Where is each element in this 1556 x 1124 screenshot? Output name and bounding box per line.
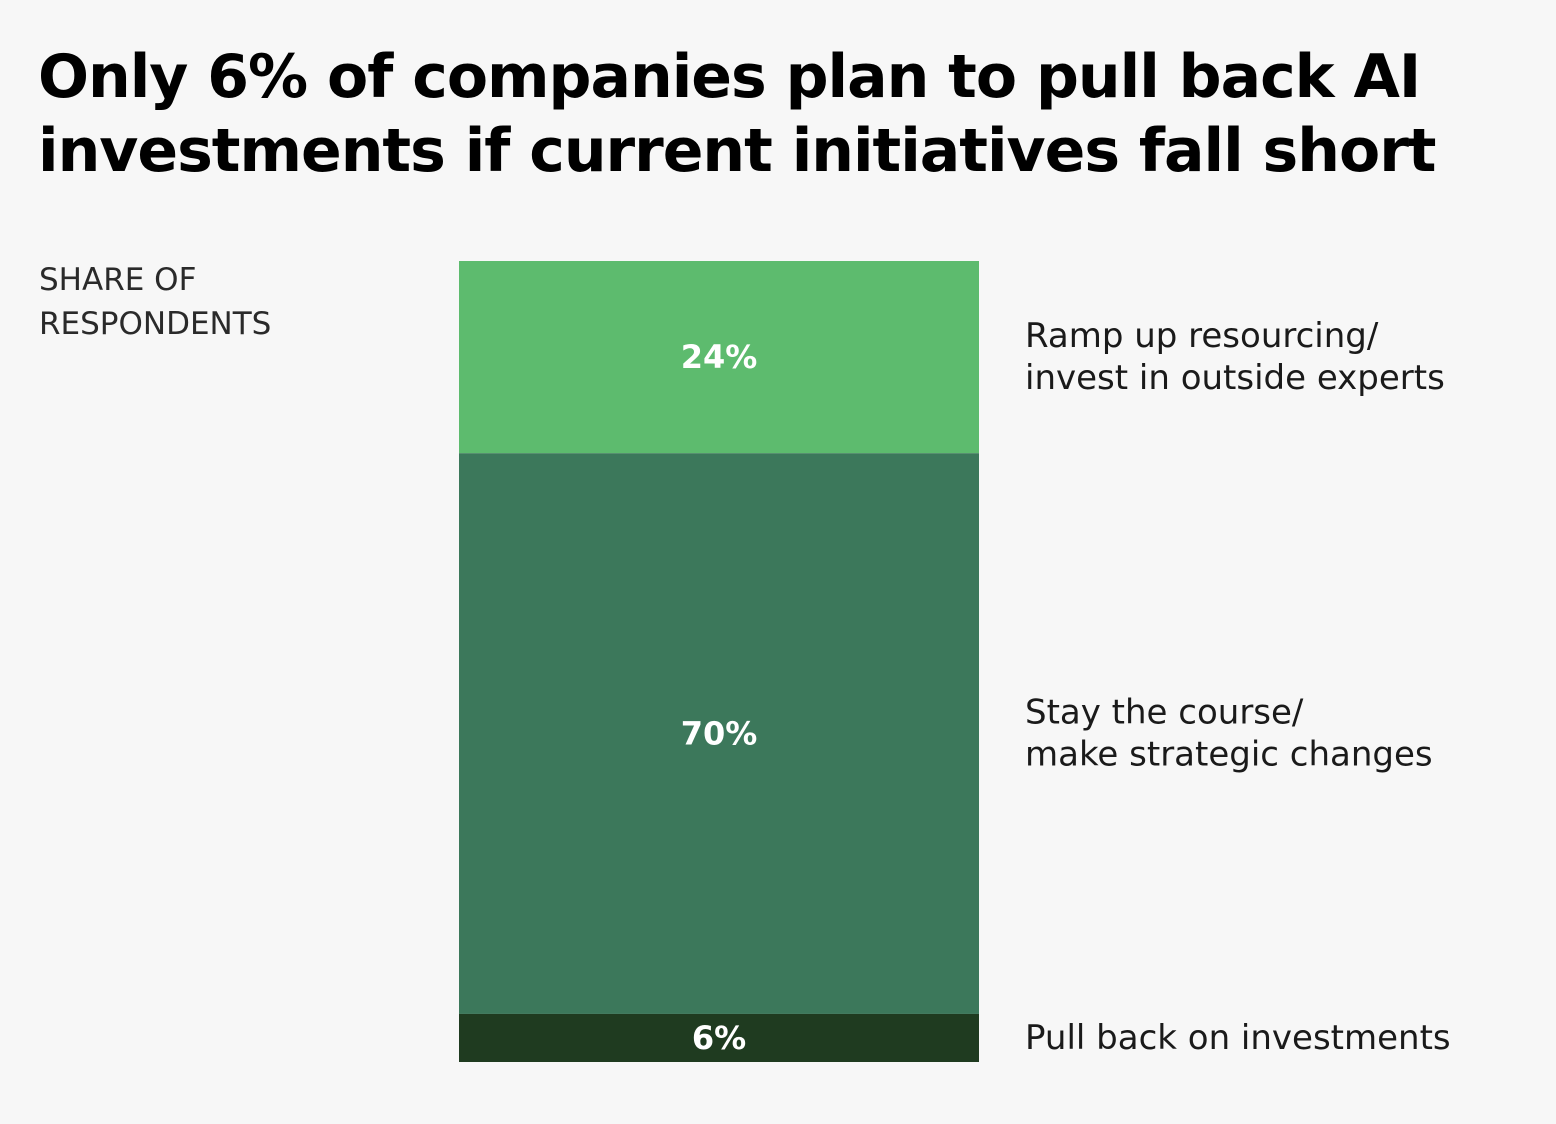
series-label-3-line-1: Pull back on investments <box>1025 1018 1451 1058</box>
chart-title-line-2: investments if current initiatives fall … <box>38 116 1436 186</box>
chart-title: Only 6% of companies plan to pull back A… <box>38 40 1518 188</box>
unit-label-line-1: SHARE OF <box>39 262 197 298</box>
series-label-1-line-1: Ramp up resourcing/ <box>1025 316 1379 356</box>
series-label-2-line-2: make strategic changes <box>1025 735 1433 775</box>
data-label-3: 6% <box>692 1019 746 1057</box>
unit-label: SHARE OF RESPONDENTS <box>39 258 271 346</box>
data-label-1: 24% <box>681 338 758 376</box>
bar-segment-3 <box>459 1013 979 1062</box>
series-label-2-line-1: Stay the course/ <box>1025 693 1304 733</box>
data-label-2: 70% <box>681 715 758 753</box>
chart-title-line-1: Only 6% of companies plan to pull back A… <box>38 42 1421 112</box>
bar-segment-2 <box>459 453 979 1014</box>
series-label-1-line-2: invest in outside experts <box>1025 358 1445 398</box>
unit-label-line-2: RESPONDENTS <box>39 306 272 342</box>
bar-segment-1 <box>459 261 979 454</box>
